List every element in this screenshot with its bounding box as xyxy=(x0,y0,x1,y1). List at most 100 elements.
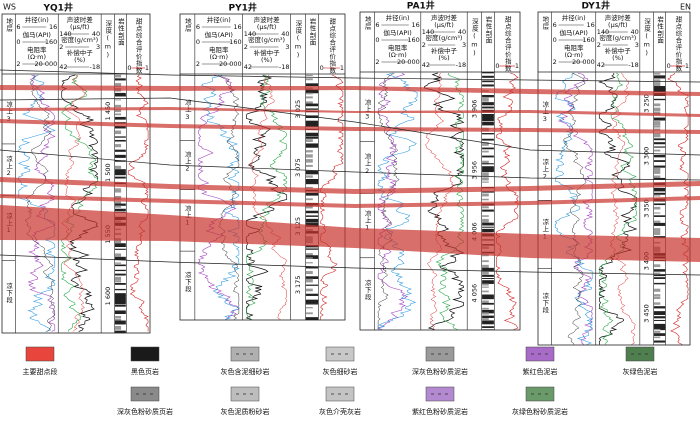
lithology-bed xyxy=(654,203,665,205)
lithology-bed xyxy=(482,280,494,284)
scale-min: 0 xyxy=(16,38,20,46)
legend-label: 黑色页岩 xyxy=(131,367,159,376)
scale-max: -18 xyxy=(279,63,290,71)
lithology-bed xyxy=(654,146,665,147)
lithology-bed xyxy=(654,289,660,292)
lithology-bed xyxy=(306,211,318,213)
lithology-bed xyxy=(482,229,494,232)
scale-min: 6 xyxy=(196,23,200,31)
lithology-bed xyxy=(654,125,660,127)
lithology-bed xyxy=(115,277,121,280)
lithology-bed xyxy=(482,320,494,324)
lithology-bed xyxy=(482,102,494,105)
depth-header: 深度(m) xyxy=(470,17,478,58)
lithology-bed xyxy=(306,74,313,76)
lithology-bed xyxy=(115,74,121,77)
scale-max: 3 xyxy=(635,41,639,49)
lithology-bed xyxy=(482,291,489,293)
scale-min: 2 xyxy=(597,41,601,49)
lithology-bed xyxy=(482,122,494,126)
lithology-bed xyxy=(654,306,665,308)
lithology-bed xyxy=(482,260,489,262)
lithology-bed xyxy=(482,303,494,305)
lithology-bed xyxy=(306,139,313,142)
lithology-bed xyxy=(115,206,121,208)
lithology-bed xyxy=(482,163,494,164)
lithology-bed xyxy=(306,279,313,283)
lithology-bed xyxy=(654,195,660,196)
lithology-bed xyxy=(654,135,660,137)
legend-label: 灰色介壳灰岩 xyxy=(319,407,361,416)
curve-unit: (μs/ft) xyxy=(434,21,454,29)
lithology-bed xyxy=(654,142,665,144)
curve-unit: (μs/ft) xyxy=(608,21,628,29)
lithology-bed xyxy=(482,199,489,201)
lithology-bed xyxy=(654,283,665,284)
scale-max: 16 xyxy=(586,21,594,29)
scale-min: 0 xyxy=(127,64,131,72)
lithology-bed xyxy=(115,144,121,147)
lithology-bed xyxy=(306,198,313,200)
lithology-bed xyxy=(654,275,665,276)
lithology-bed xyxy=(115,265,126,267)
curve-unit: (%) xyxy=(438,54,449,62)
lithology-bed xyxy=(482,107,494,109)
curve-unit: (μs/ft) xyxy=(70,23,90,31)
scale-min: 2 xyxy=(553,58,557,66)
lithology-bed xyxy=(482,284,489,286)
scale-min: 6 xyxy=(375,21,379,29)
scale-min: 0 xyxy=(196,38,200,46)
lithology-bed xyxy=(115,270,126,271)
lithology-bed xyxy=(115,280,121,282)
legend-swatch xyxy=(26,347,54,361)
lithology-bed xyxy=(115,140,126,142)
curve-title: 井径(in) xyxy=(25,15,49,24)
sweet-header: 甜点综合评价指数 xyxy=(503,15,511,73)
lithology-bed xyxy=(115,191,121,192)
lithology-bed xyxy=(482,219,489,223)
lithology-bed xyxy=(115,305,126,307)
stratum-header: 地层 xyxy=(363,15,371,31)
curve-title: 密度(g/cm³) xyxy=(248,35,285,44)
lithology-bed xyxy=(115,209,126,211)
lithology-header: 岩性剖面 xyxy=(656,15,664,45)
scale-max: 160 xyxy=(229,38,241,46)
lithology-header: 岩性剖面 xyxy=(308,17,316,47)
lithology-bed xyxy=(654,193,665,195)
lithology-bed xyxy=(482,118,494,122)
scale-min: 6 xyxy=(553,21,557,29)
lithology-bed xyxy=(482,194,489,197)
lithology-bed xyxy=(654,207,660,210)
lithology-bed xyxy=(654,320,665,321)
scale-max: 3 xyxy=(285,43,289,51)
lithology-bed xyxy=(306,317,318,320)
curve-title: 密度(g/cm³) xyxy=(599,33,636,42)
lithology-bed xyxy=(306,276,318,279)
lithology-bed xyxy=(482,81,494,83)
depth-label: 3 956 xyxy=(470,161,478,180)
lithology-bed xyxy=(654,155,665,157)
stratum-label: 凉上2 xyxy=(541,157,549,181)
scale-min: 2 xyxy=(196,60,200,68)
legend-label: 灰色细砂岩 xyxy=(323,367,358,376)
well-name: DY1井 xyxy=(581,0,610,12)
lithology-bed xyxy=(482,210,494,212)
lithology-bed xyxy=(115,177,126,179)
stratum-label: 凉下段 xyxy=(541,291,549,314)
stratum-label: 凉上2 xyxy=(183,149,191,173)
lithology-bed xyxy=(115,253,121,256)
scale-min: 0 xyxy=(495,62,499,70)
legend-label: 灰绿色粉砂质泥岩 xyxy=(512,407,568,416)
scale-max: 1 xyxy=(145,64,149,72)
lithology-bed xyxy=(482,84,494,86)
lithology-bed xyxy=(654,294,660,296)
lithology-bed xyxy=(115,105,121,108)
lithology-bed xyxy=(482,72,494,73)
lithology-bed xyxy=(115,131,121,135)
lithology-bed xyxy=(482,287,489,288)
sweet-header: 甜点综合评价指数 xyxy=(328,17,336,75)
scale-min: 0 xyxy=(553,36,557,44)
legend-label: 深灰色粉砂质泥岩 xyxy=(412,367,468,376)
lithology-bed xyxy=(115,321,126,325)
